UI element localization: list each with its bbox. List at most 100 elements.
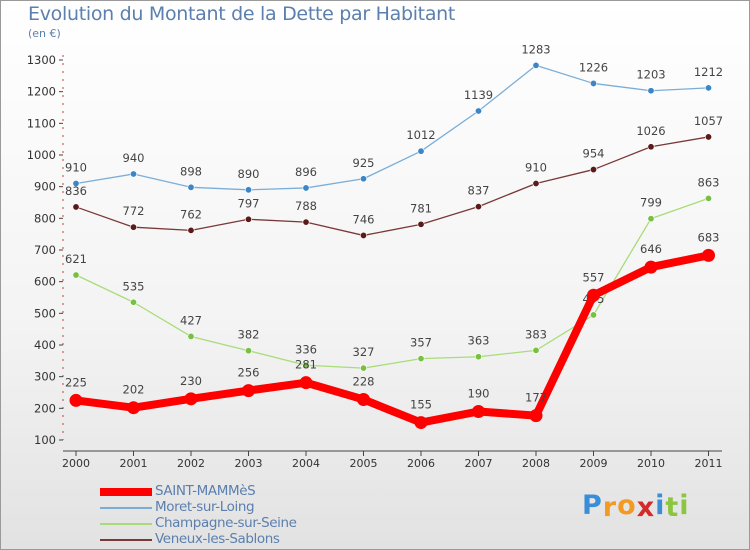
y-tick-label: 900 (34, 180, 56, 194)
data-point (704, 84, 712, 92)
legend-label: Veneux-les-Sablons (155, 531, 280, 547)
data-label: 788 (295, 199, 317, 213)
series-saint-mamm-s: 225 202 230 256 281 228 155 190 177 557 646 683 (65, 230, 720, 430)
proxiti-logo: Proxiti (582, 490, 690, 523)
line-chart: 100 200 300 400 500 600 700 800 900 1000 1100 1200 1… (27, 42, 723, 470)
data-point (187, 226, 195, 234)
data-label: 746 (353, 212, 375, 226)
data-label: 954 (583, 147, 605, 161)
y-tick-label: 100 (34, 433, 56, 447)
data-point (187, 183, 195, 191)
data-point (245, 347, 253, 355)
data-point (589, 79, 597, 87)
data-point (704, 194, 712, 202)
y-tick-label: 300 (34, 370, 56, 384)
series-line (75, 136, 710, 237)
y-tick-label: 1300 (27, 53, 56, 67)
logo-letter: x (636, 492, 656, 523)
legend-item: Veneux-les-Sablons (100, 531, 360, 548)
y-tick-label: 500 (34, 306, 56, 320)
data-label: 1212 (694, 65, 723, 79)
data-point (647, 143, 655, 151)
data-label: 910 (65, 161, 87, 175)
data-point (647, 215, 655, 223)
y-tick-label: 200 (34, 401, 56, 415)
data-label: 202 (123, 383, 145, 397)
data-label: 382 (238, 328, 260, 342)
data-label: 327 (353, 345, 375, 359)
legend-item: SAINT-MAMMèS (100, 483, 360, 500)
chart-legend: SAINT-MAMMèS Moret-sur-Loing Champagne-sur… (100, 483, 360, 548)
data-point (359, 175, 367, 183)
data-point (472, 405, 485, 418)
y-tick-label: 1200 (27, 85, 56, 99)
logo-letter: P (582, 490, 603, 521)
data-label: 1026 (636, 124, 665, 138)
data-point (357, 392, 370, 406)
series-line (72, 251, 713, 427)
data-label: 781 (410, 201, 432, 215)
data-point (474, 107, 482, 115)
data-label: 683 (698, 230, 720, 244)
data-label: 427 (180, 313, 202, 327)
data-point (72, 180, 80, 188)
x-tick-label: 2009 (580, 457, 608, 470)
data-point (529, 409, 543, 423)
data-label: 177 (525, 391, 547, 405)
legend-item: Champagne-sur-Seine (100, 515, 360, 532)
x-tick-label: 2001 (120, 457, 148, 470)
data-label: 910 (525, 161, 547, 175)
data-point (130, 298, 138, 306)
series-line (75, 197, 710, 369)
data-label: 256 (238, 366, 260, 380)
x-tick-label: 2005 (350, 457, 378, 470)
y-tick-label: 400 (34, 338, 56, 352)
chart-title: Evolution du Montant de la Dette par Hab… (28, 3, 456, 25)
data-point (302, 184, 310, 192)
series-line (75, 64, 710, 191)
x-tick-label: 2002 (177, 457, 205, 470)
data-label: 228 (353, 374, 375, 388)
data-label: 925 (353, 156, 375, 170)
data-label: 336 (295, 342, 317, 356)
logo-letter: i (655, 490, 666, 521)
axes: 100 200 300 400 500 600 700 800 900 1000 1100 1200 1… (27, 53, 723, 470)
data-label: 557 (583, 270, 605, 284)
data-label: 225 (65, 375, 87, 389)
data-point (702, 248, 715, 262)
data-point (72, 203, 80, 211)
data-point (359, 364, 367, 372)
legend-label: SAINT-MAMMèS (155, 483, 256, 499)
data-label: 863 (698, 175, 720, 189)
data-label: 190 (468, 387, 490, 401)
data-point (644, 260, 658, 274)
data-point (474, 203, 482, 211)
data-point (69, 393, 83, 407)
data-point (532, 346, 540, 354)
data-label: 1203 (636, 68, 665, 82)
legend-swatch (100, 507, 152, 509)
x-tick-label: 2000 (62, 457, 90, 470)
logo-letter: o (617, 490, 637, 521)
series-moret-sur-loing: 910 940 898 890 896 925 1012 1139 1283 1226 1203 12… (65, 42, 723, 194)
y-tick-label: 800 (34, 211, 56, 225)
data-label: 1226 (579, 60, 608, 74)
data-label: 357 (410, 336, 432, 350)
data-label: 797 (238, 196, 260, 210)
x-tick-label: 2011 (695, 457, 723, 470)
data-point (359, 231, 367, 239)
data-label: 383 (525, 327, 547, 341)
data-point (474, 353, 482, 361)
data-point (589, 166, 597, 174)
data-point (589, 311, 597, 319)
x-tick-label: 2010 (637, 457, 665, 470)
legend-label: Moret-sur-Loing (155, 499, 255, 515)
data-point (299, 376, 313, 390)
logo-letter: t (665, 492, 680, 523)
data-label: 230 (180, 374, 202, 388)
data-point (302, 361, 310, 369)
legend-item: Moret-sur-Loing (100, 499, 360, 516)
data-label: 646 (640, 242, 662, 256)
data-point (187, 332, 195, 340)
data-point (72, 271, 80, 279)
